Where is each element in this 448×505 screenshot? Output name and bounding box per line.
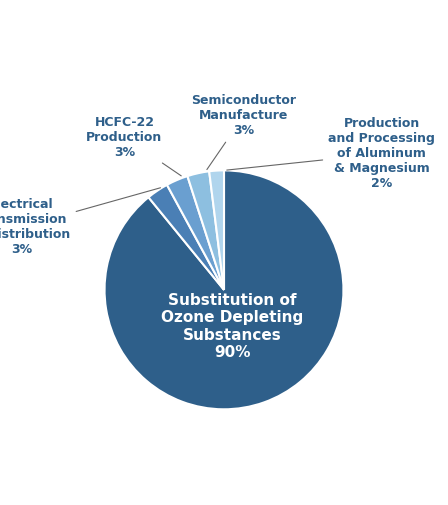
Wedge shape (209, 170, 224, 290)
Wedge shape (148, 185, 224, 290)
Text: HCFC-22
Production
3%: HCFC-22 Production 3% (86, 116, 181, 176)
Wedge shape (104, 170, 344, 409)
Text: Electrical
Transmission
& Distribution
3%: Electrical Transmission & Distribution 3… (0, 188, 160, 256)
Wedge shape (187, 171, 224, 290)
Text: Substitution of
Ozone Depleting
Substances
90%: Substitution of Ozone Depleting Substanc… (161, 293, 303, 360)
Text: Production
and Processing
of Aluminum
& Magnesium
2%: Production and Processing of Aluminum & … (227, 117, 435, 190)
Text: Semiconductor
Manufacture
3%: Semiconductor Manufacture 3% (191, 94, 297, 170)
Text: U.S. Fluorinated Gas Emissions, By Source: U.S. Fluorinated Gas Emissions, By Sourc… (9, 20, 439, 38)
Wedge shape (167, 176, 224, 290)
